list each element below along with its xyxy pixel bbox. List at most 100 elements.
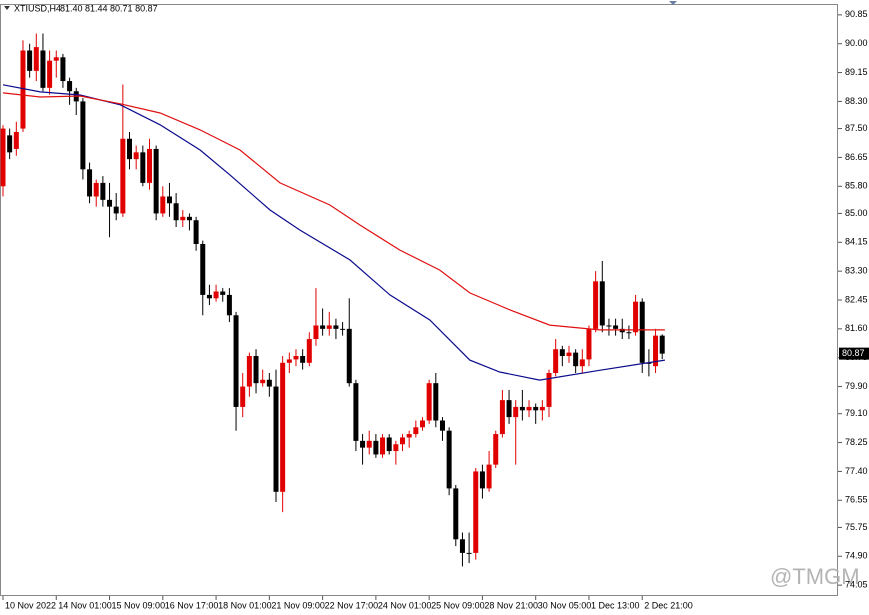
candle-body (553, 349, 559, 373)
candle-body (526, 406, 532, 411)
y-tick-label: 84.15 (845, 237, 868, 247)
candle-body (406, 434, 412, 438)
y-tick-label: 75.75 (845, 522, 868, 532)
y-tick-label: 86.65 (845, 152, 868, 162)
moving-average (2, 92, 665, 331)
candle-body (573, 352, 579, 367)
candle-body (253, 356, 259, 384)
x-tick-label: 25 Nov 09:00 (431, 600, 485, 610)
candle-body (360, 440, 366, 448)
candle-body (433, 383, 439, 421)
candle-body (426, 383, 432, 421)
candle-body (53, 57, 59, 61)
candle-body (140, 152, 146, 183)
candle-body (466, 552, 472, 554)
candle-body (586, 328, 592, 360)
candle-body (266, 379, 272, 387)
candle-body (559, 349, 565, 357)
candle-body (113, 206, 119, 214)
candle-body (166, 196, 172, 204)
candle-body (107, 199, 113, 207)
candle-body (353, 383, 359, 441)
y-tick-label: 90.00 (845, 38, 868, 48)
candle-body (340, 328, 346, 330)
candle-body (27, 50, 33, 71)
candle-body (67, 81, 73, 92)
candle-body (646, 362, 652, 364)
y-tick-label: 81.60 (845, 323, 868, 333)
plot-frame (0, 4, 838, 596)
candle-body (493, 434, 499, 465)
candle-body (659, 335, 665, 354)
candle-body (546, 372, 552, 407)
candle-body (20, 50, 26, 129)
candle-body (226, 294, 232, 316)
y-tick-label: 85.00 (845, 208, 868, 218)
candle-body (293, 356, 299, 360)
x-tick-label: 18 Nov 01:00 (218, 600, 272, 610)
shift-marker (669, 1, 677, 5)
menu-arrow (4, 6, 10, 10)
candle-body (626, 332, 632, 334)
y-tick-label: 82.45 (845, 294, 868, 304)
candle-body (333, 325, 339, 329)
candle-body (40, 50, 46, 88)
candle-body (133, 152, 139, 160)
candle-body (386, 437, 392, 452)
y-tick-label: 89.15 (845, 67, 868, 77)
candle-body (593, 281, 599, 329)
candle-body (479, 471, 485, 489)
x-tick-label: 2 Dec 21:00 (644, 600, 693, 610)
candle-body (486, 464, 492, 489)
candle-body (419, 420, 425, 428)
y-tick-label: 83.30 (845, 266, 868, 276)
candle-body (473, 471, 479, 553)
candle-body (200, 243, 206, 295)
candle-body (0, 128, 6, 187)
candle-body (326, 325, 332, 329)
x-tick-label: 21 Nov 09:00 (271, 600, 325, 610)
y-tick-label: 85.80 (845, 181, 868, 191)
y-tick-label: 74.90 (845, 551, 868, 561)
candle-body (373, 440, 379, 455)
candle-body (533, 406, 539, 411)
candle-body (180, 216, 186, 221)
candle-body (453, 488, 459, 540)
watermark: @TMGM (770, 564, 860, 589)
candle-body (246, 356, 252, 387)
ohlc-text: 81.40 81.44 80.71 80.87 (60, 3, 158, 13)
candle-body (173, 203, 179, 221)
x-tick-label: 14 Nov 01:00 (58, 600, 112, 610)
candle-body (286, 359, 292, 363)
candle-body (233, 315, 239, 407)
y-tick-label: 90.85 (845, 9, 868, 19)
candle-body (366, 440, 372, 448)
candle-body (127, 138, 133, 160)
candle-body (639, 301, 645, 363)
candle-body (220, 291, 226, 295)
x-tick-label: 15 Nov 09:00 (112, 600, 166, 610)
candle-body (313, 325, 319, 340)
candle-body (566, 352, 572, 357)
candle-body (160, 196, 166, 214)
candle-body (33, 47, 39, 71)
candle-body (153, 148, 159, 214)
y-tick-label: 79.10 (845, 408, 868, 418)
candle-body (633, 301, 639, 333)
candle-body (613, 325, 619, 329)
candle-body (519, 406, 525, 411)
candle-body (653, 335, 659, 367)
candle-body (213, 291, 219, 299)
candle-body (240, 386, 246, 407)
y-tick-label: 87.50 (845, 123, 868, 133)
x-tick-label: 10 Nov 2022 (5, 600, 56, 610)
candle-body (380, 437, 386, 455)
candle-body (280, 362, 286, 492)
y-tick-label: 88.30 (845, 96, 868, 106)
candle-body (513, 406, 519, 418)
candle-body (260, 379, 266, 384)
candle-body (47, 60, 53, 88)
candle-body (499, 400, 505, 435)
